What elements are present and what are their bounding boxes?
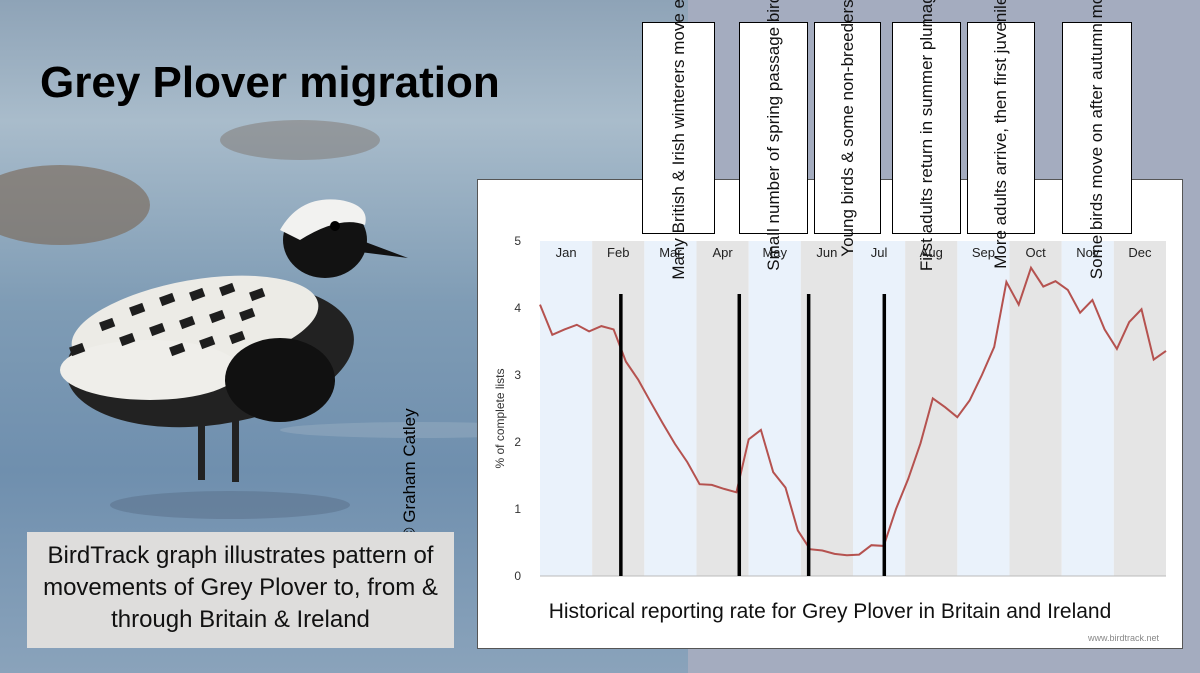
month-label-dec: Dec: [1128, 245, 1152, 260]
month-band-feb: [592, 241, 645, 576]
y-tick-2: 2: [514, 435, 521, 449]
y-tick-5: 5: [514, 234, 521, 248]
series-line: [539, 265, 1167, 557]
month-label-jun: Jun: [816, 245, 837, 260]
caption-box: BirdTrack graph illustrates pattern of m…: [27, 532, 454, 648]
month-band-oct: [1009, 241, 1062, 576]
note-aug: More adults arrive, then first juveniles: [967, 0, 1035, 269]
month-band-sep: [957, 241, 1010, 576]
month-label-may: May: [762, 245, 787, 260]
note-may: Young birds & some non-breeders: [814, 0, 881, 257]
y-tick-3: 3: [514, 368, 521, 382]
month-label-apr: Apr: [712, 245, 733, 260]
month-label-jul: Jul: [871, 245, 888, 260]
note-jul: First adults return in summer plumage: [892, 0, 961, 271]
month-label-mar: Mar: [659, 245, 682, 260]
month-label-nov: Nov: [1076, 245, 1100, 260]
month-label-feb: Feb: [607, 245, 629, 260]
chart-title: Historical reporting rate for Grey Plove…: [548, 600, 1112, 623]
note-feb-text: Many British & Irish winterers move east: [668, 0, 688, 280]
month-band-jan: [540, 241, 593, 576]
note-feb: Many British & Irish winterers move east: [642, 0, 715, 280]
month-label-oct: Oct: [1025, 245, 1046, 260]
note-oct: Some birds move on after autumn moult: [1062, 0, 1132, 279]
month-label-sep: Sep: [972, 245, 995, 260]
y-tick-0: 0: [514, 569, 521, 583]
month-band-may: [748, 241, 801, 576]
y-tick-1: 1: [514, 502, 521, 516]
slide-title: Grey Plover migration: [40, 58, 500, 107]
month-band-nov: [1061, 241, 1114, 576]
note-apr-text: Small number of spring passage birds: [763, 0, 783, 271]
note-oct-text: Some birds move on after autumn moult: [1087, 0, 1106, 280]
month-band-aug: [905, 241, 958, 576]
month-label-aug: Aug: [920, 245, 943, 260]
month-band-jul: [853, 241, 906, 576]
month-band-mar: [644, 241, 697, 576]
y-axis-label: % of complete lists: [493, 368, 507, 468]
bird-illustration: [0, 120, 408, 519]
note-apr: Small number of spring passage birds: [739, 0, 808, 271]
y-tick-4: 4: [514, 301, 521, 315]
month-band-dec: [1113, 241, 1166, 576]
note-jul-text: First adults return in summer plumage: [916, 0, 936, 272]
month-label-jan: Jan: [556, 245, 577, 260]
watermark: www.birdtrack.net: [1088, 633, 1160, 643]
note-may-text: Young birds & some non-breeders: [837, 0, 857, 257]
note-aug-text: More adults arrive, then first juveniles: [991, 0, 1010, 269]
